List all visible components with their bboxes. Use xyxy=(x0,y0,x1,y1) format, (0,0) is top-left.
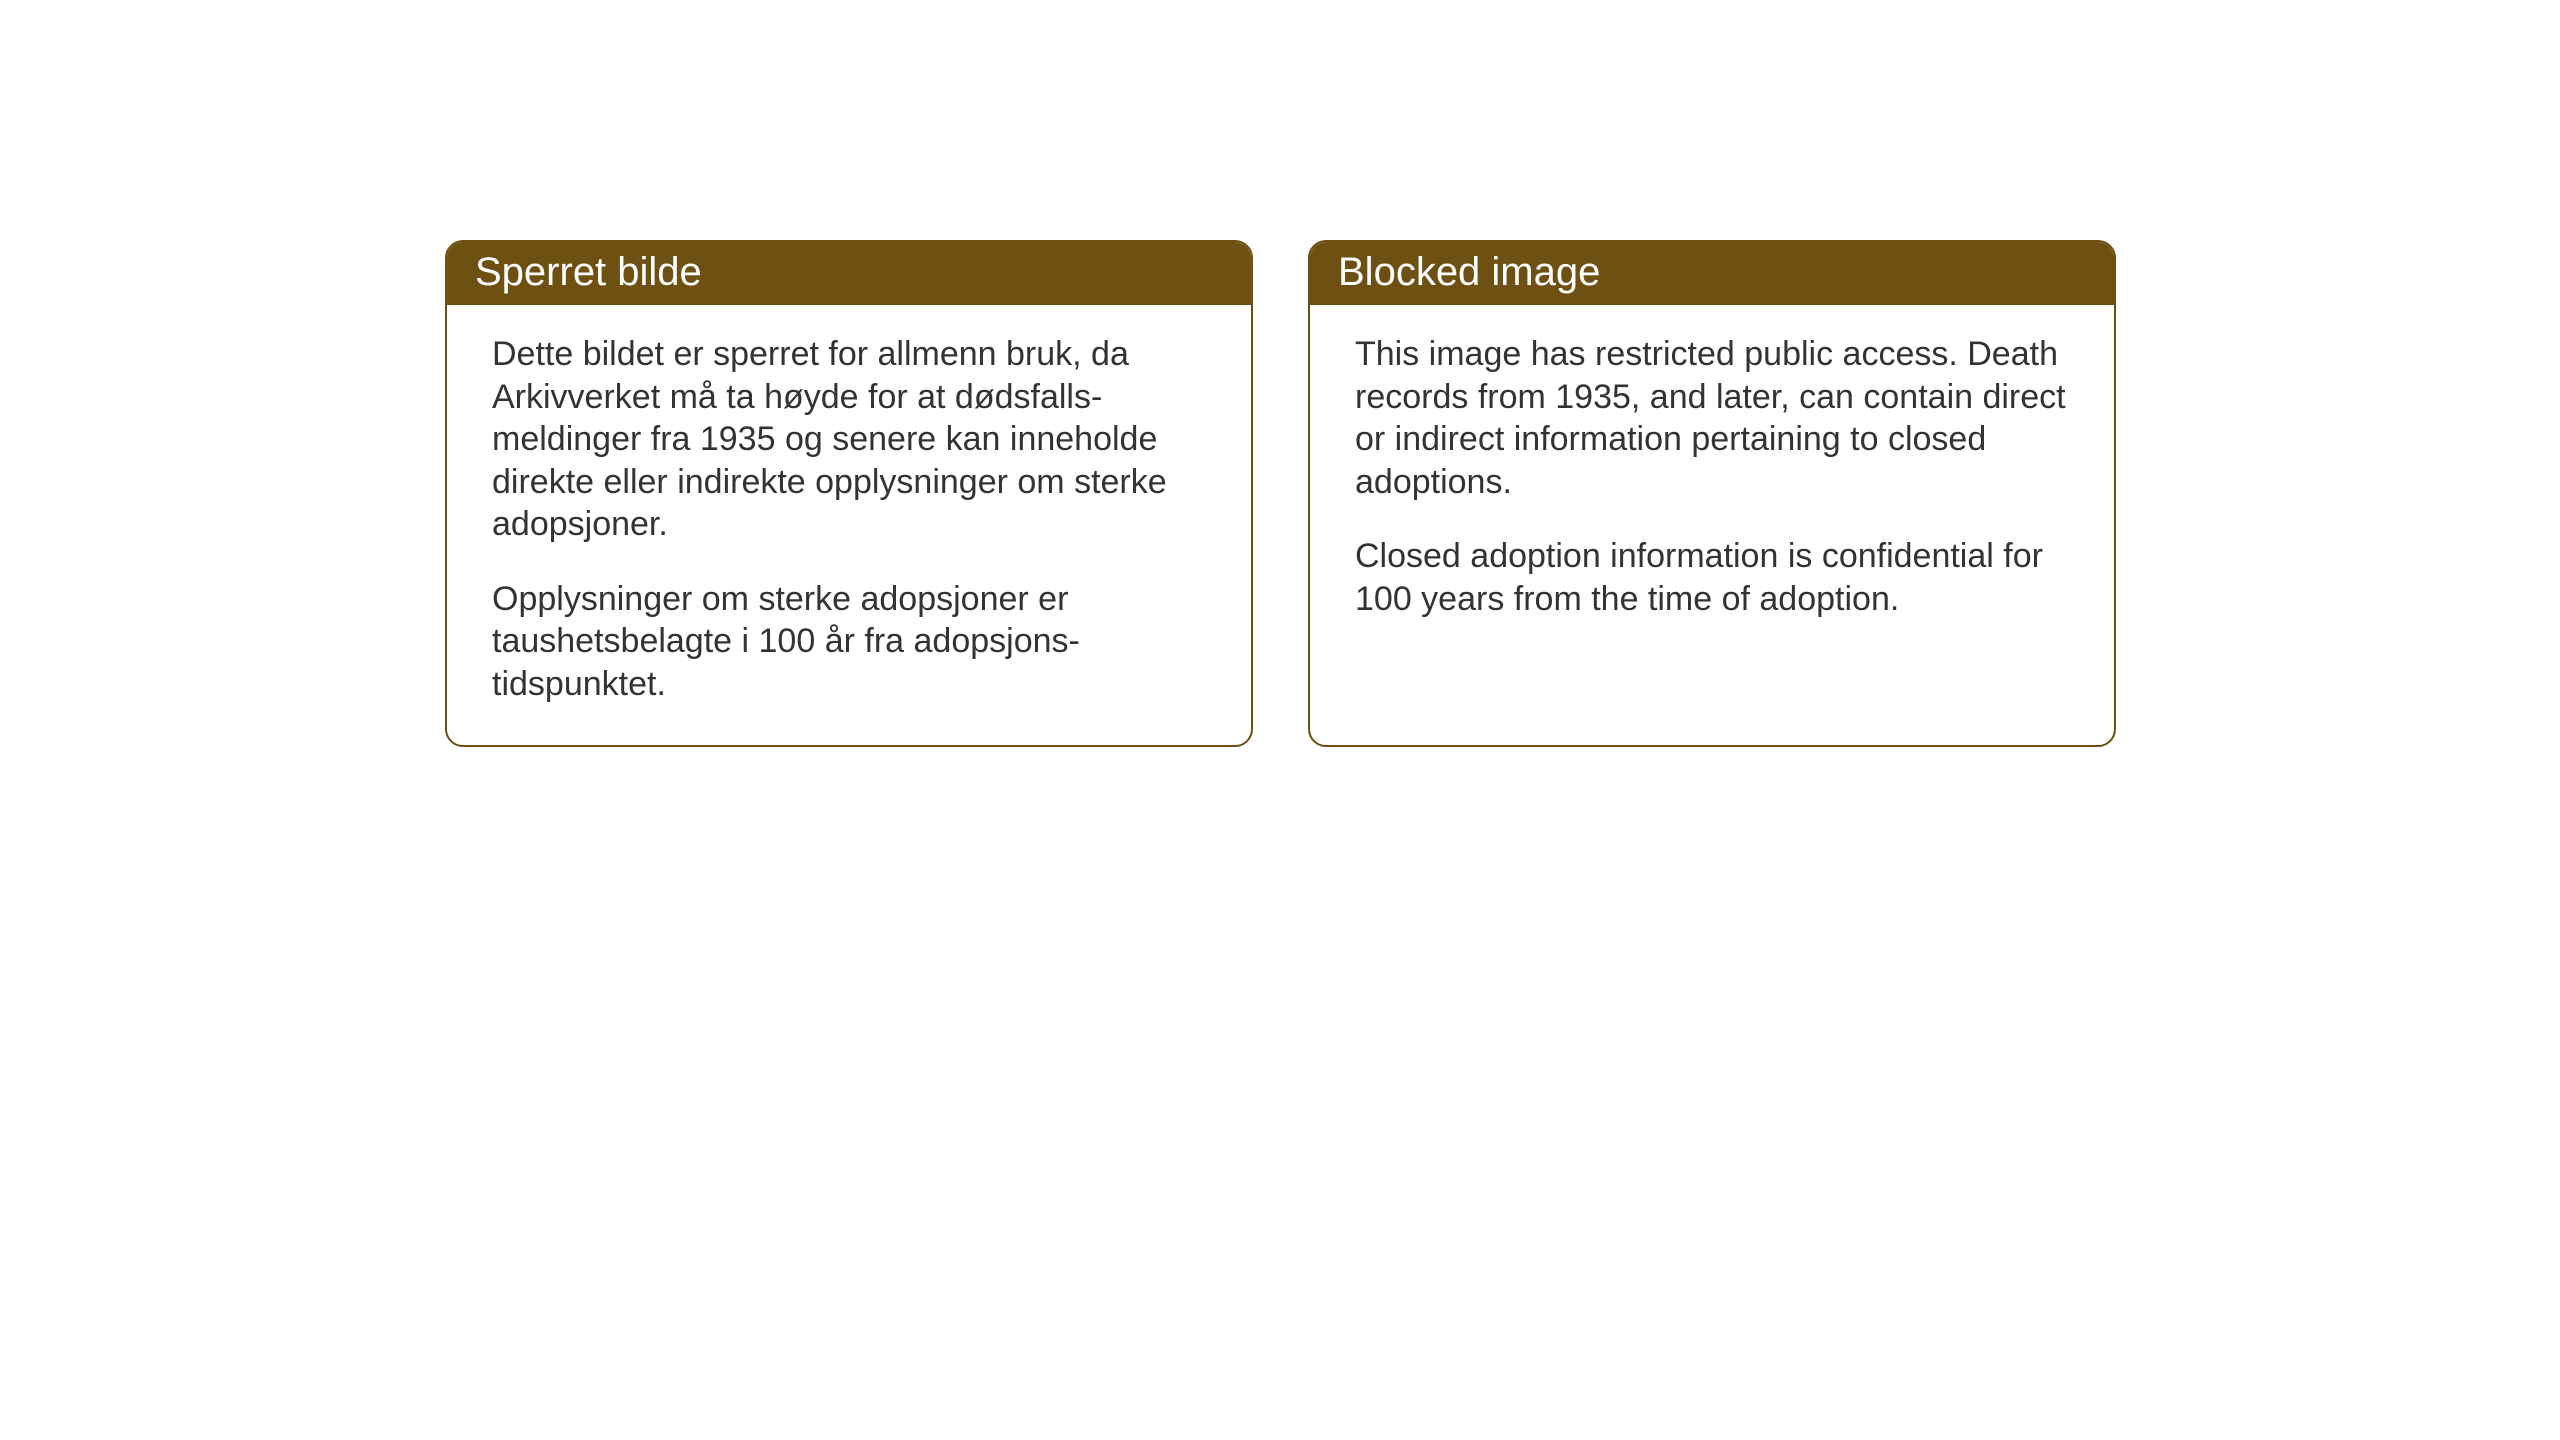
english-paragraph-2: Closed adoption information is confident… xyxy=(1355,535,2069,620)
english-card-body: This image has restricted public access.… xyxy=(1310,305,2114,705)
english-notice-card: Blocked image This image has restricted … xyxy=(1308,240,2116,747)
norwegian-paragraph-1: Dette bildet er sperret for allmenn bruk… xyxy=(492,333,1206,546)
english-card-title: Blocked image xyxy=(1310,242,2114,305)
norwegian-notice-card: Sperret bilde Dette bildet er sperret fo… xyxy=(445,240,1253,747)
norwegian-card-body: Dette bildet er sperret for allmenn bruk… xyxy=(447,305,1251,745)
norwegian-paragraph-2: Opplysninger om sterke adopsjoner er tau… xyxy=(492,578,1206,706)
norwegian-card-title: Sperret bilde xyxy=(447,242,1251,305)
english-paragraph-1: This image has restricted public access.… xyxy=(1355,333,2069,503)
notice-cards-container: Sperret bilde Dette bildet er sperret fo… xyxy=(445,240,2116,747)
